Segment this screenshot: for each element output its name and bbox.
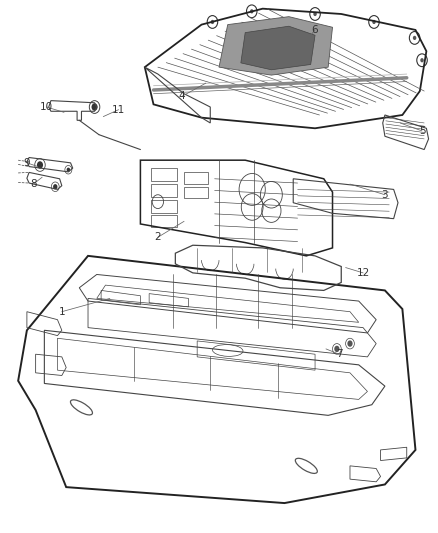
Bar [151, 215, 177, 227]
Text: 12: 12 [357, 268, 370, 278]
Text: 6: 6 [312, 25, 318, 35]
Circle shape [372, 20, 376, 24]
Circle shape [347, 341, 353, 347]
Bar [151, 168, 177, 181]
Circle shape [67, 167, 70, 172]
Text: 11: 11 [112, 104, 125, 115]
Circle shape [37, 161, 43, 168]
Circle shape [334, 346, 339, 352]
Bar [151, 199, 177, 213]
Text: 9: 9 [24, 158, 30, 168]
Circle shape [53, 184, 57, 189]
Bar [184, 172, 208, 183]
Circle shape [92, 103, 98, 111]
Bar [151, 184, 177, 197]
Circle shape [211, 20, 214, 24]
Circle shape [420, 58, 424, 62]
Text: 4: 4 [179, 91, 185, 101]
Text: 5: 5 [419, 126, 425, 136]
Text: 8: 8 [30, 179, 37, 189]
Circle shape [413, 36, 417, 40]
Circle shape [313, 12, 317, 16]
Bar [184, 187, 208, 198]
Circle shape [250, 9, 254, 13]
Polygon shape [241, 26, 315, 70]
Polygon shape [219, 17, 332, 75]
Text: 7: 7 [336, 349, 343, 359]
Text: 1: 1 [59, 306, 65, 317]
Text: 2: 2 [155, 232, 161, 243]
Text: 10: 10 [40, 102, 53, 112]
Text: 3: 3 [381, 190, 388, 200]
